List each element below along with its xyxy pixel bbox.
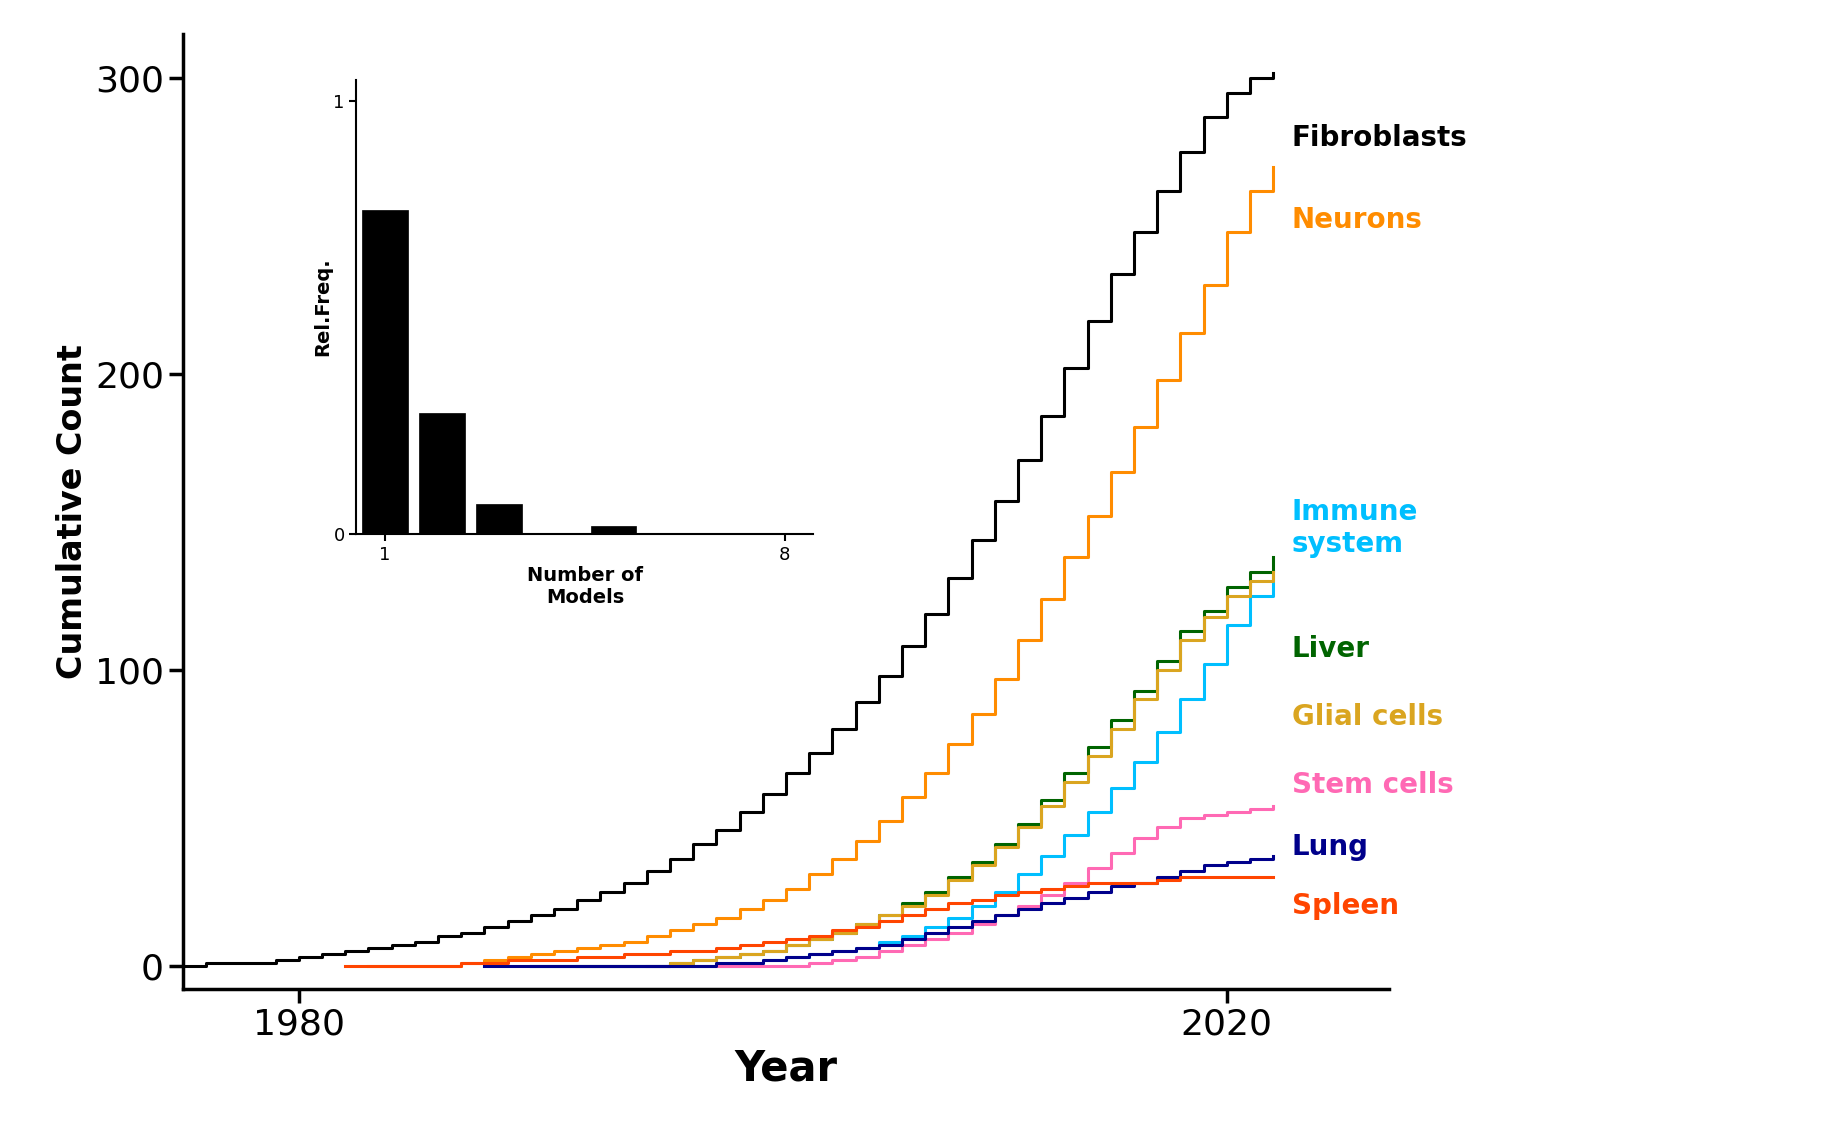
- Bar: [419, 413, 464, 534]
- Bar: [362, 209, 408, 534]
- Text: Glial cells: Glial cells: [1292, 703, 1442, 731]
- Bar: [590, 525, 636, 534]
- Text: Spleen: Spleen: [1292, 893, 1398, 920]
- Text: Stem cells: Stem cells: [1292, 771, 1453, 799]
- Text: Lung: Lung: [1292, 833, 1369, 861]
- Y-axis label: Rel.Freq.: Rel.Freq.: [313, 258, 333, 356]
- Bar: [477, 504, 523, 534]
- Y-axis label: Cumulative Count: Cumulative Count: [57, 345, 90, 679]
- X-axis label: Number of
Models: Number of Models: [526, 565, 643, 606]
- Text: Liver: Liver: [1292, 636, 1369, 663]
- Text: Immune
system: Immune system: [1292, 498, 1419, 558]
- Text: Neurons: Neurons: [1292, 207, 1422, 234]
- X-axis label: Year: Year: [735, 1047, 837, 1089]
- Text: Fibroblasts: Fibroblasts: [1292, 124, 1468, 151]
